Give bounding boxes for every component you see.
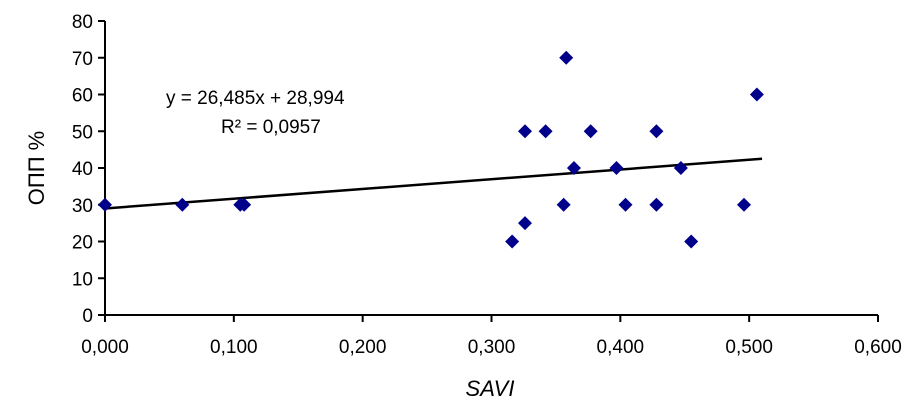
y-tick-label: 80 [72,12,93,33]
data-point [538,124,553,139]
y-tick-label: 10 [72,269,93,290]
y-tick-label: 70 [72,49,93,70]
trendline [104,157,763,210]
data-point [737,197,752,212]
data-point [649,197,664,212]
x-tick-label: 0,100 [210,337,258,358]
data-point [556,197,571,212]
data-point [566,161,581,175]
data-point [673,161,688,175]
data-point [517,124,532,139]
data-point [98,197,112,212]
y-tick-label: 40 [72,159,93,180]
data-point [583,124,598,139]
x-axis-ticks: 0,000 0,100 0,200 0,300 0,400 0,500 0,600 [81,315,902,358]
y-tick-label: 0 [82,306,93,327]
x-tick-label: 0,500 [725,337,773,358]
data-points [98,50,764,249]
data-point [559,50,574,65]
y-tick-label: 50 [72,122,93,143]
data-point [618,197,633,212]
data-point [684,234,699,249]
y-tick-label: 60 [72,86,93,107]
y-tick-label: 30 [72,196,93,217]
data-point [649,124,664,139]
x-axis-title: SAVI [466,376,515,401]
trendline-r-squared: R² = 0,0957 [221,117,321,138]
trendline-equation: y = 26,485x + 28,994 [166,88,345,109]
x-tick-label: 0,600 [854,337,902,358]
y-tick-label: 20 [72,233,93,254]
data-point [517,216,532,231]
data-point [237,197,252,212]
y-axis-ticks: 0 10 20 30 40 50 60 70 80 [72,12,105,327]
y-axis-title: ОПП % [24,131,49,205]
x-tick-label: 0,400 [597,337,645,358]
x-tick-label: 0,200 [339,337,387,358]
data-point [175,197,190,212]
x-tick-label: 0,000 [81,337,129,358]
data-point [609,161,624,175]
data-point [505,234,520,249]
data-point [749,87,764,102]
x-tick-label: 0,300 [468,337,516,358]
